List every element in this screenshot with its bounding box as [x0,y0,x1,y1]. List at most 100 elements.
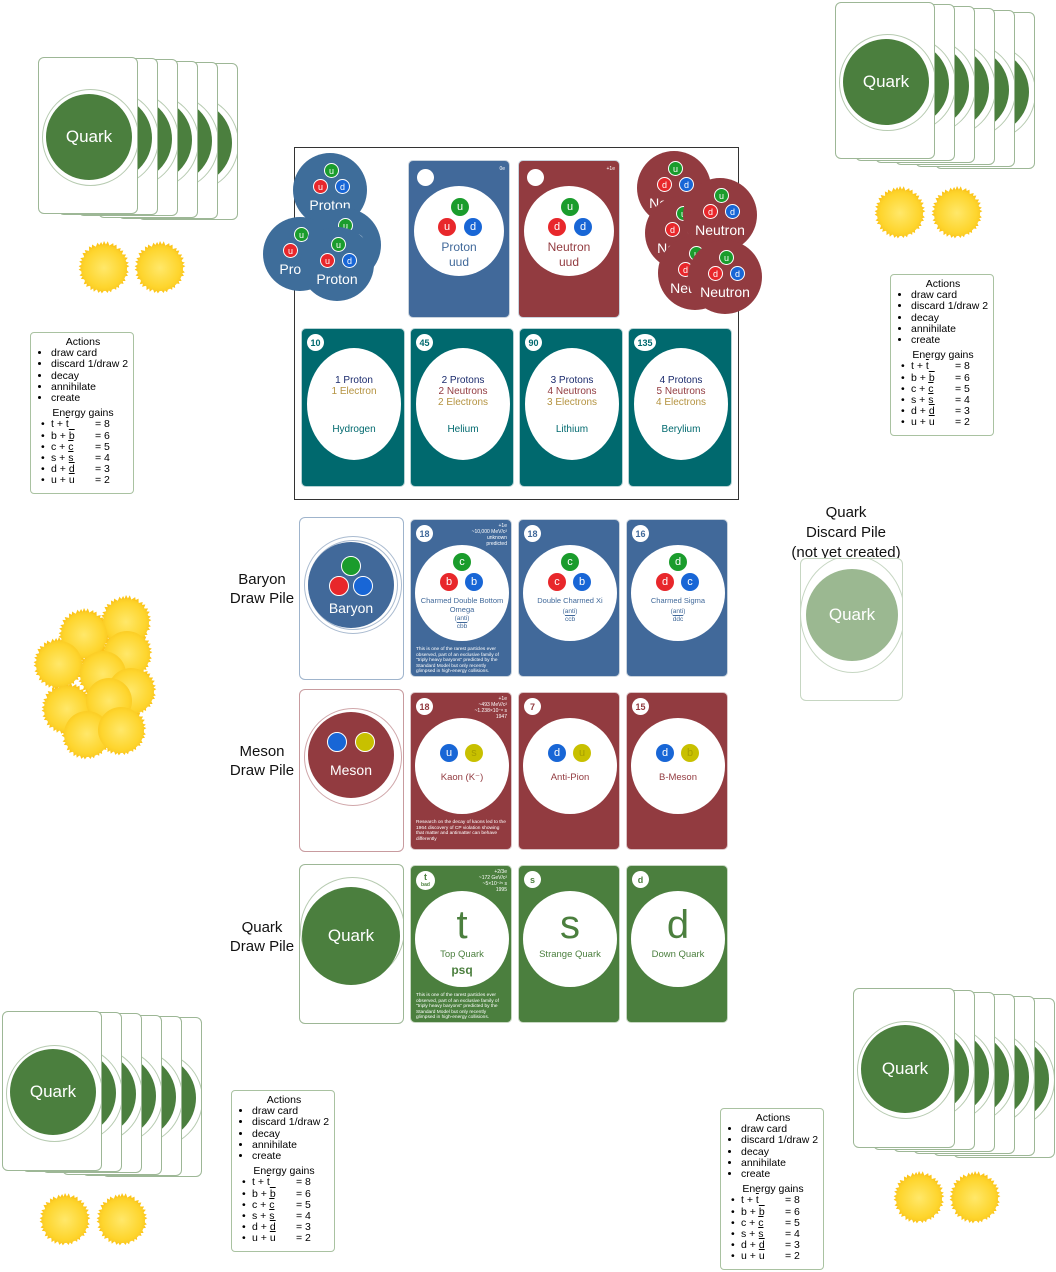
atom-card[interactable]: 90 3 Protons 4 Neutrons 3 Electrons Lithium [519,328,623,487]
energy-sun-icon [137,245,183,291]
actions-title: Actions [925,278,961,290]
atom-composition-line: 2 Electrons [437,397,489,408]
quark-symbol: s [560,903,580,947]
quark-discard-pile[interactable]: Quark [800,558,903,701]
gain-antiquark: u [928,416,935,429]
actions-list: draw carddiscard 1/draw 2decayannihilate… [897,289,989,346]
card-number-badge [417,169,434,186]
quark-dot: s [465,744,483,762]
energy-gain-row: • s + s = 4 [727,1228,819,1241]
gain-pair: u + u [741,1251,785,1262]
atom-name: Hydrogen [332,424,376,435]
nucleon-card[interactable]: 0e u u d Proton uud [408,160,510,318]
gain-antiquark: u [269,1232,276,1245]
baryon-draw-pile[interactable]: Baryon [299,517,404,680]
baryon-card[interactable]: 18 c c b Double Charmed Xi (anti) ccb [518,519,620,677]
gain-antiquark: u [68,474,75,487]
gain-quark: t + [741,1194,756,1207]
quark-card-back[interactable]: Quark [835,2,935,159]
action-item: annihilate [252,1139,330,1151]
quark-card-back[interactable]: Quark [2,1011,102,1171]
quark-dot: d [703,204,718,219]
card-back-label: Quark [29,1082,77,1101]
bullet: • [901,371,905,384]
action-item: discard 1/draw 2 [741,1135,819,1146]
gain-quark: t + [911,360,926,373]
quark-dot: u [719,250,734,265]
quark-dot: c [681,573,699,591]
gain-pair: d + d [911,406,955,417]
gain-value: = 8 [95,418,110,431]
quark-draw-pile[interactable]: Quark [299,864,404,1024]
bullet: • [731,1205,735,1218]
gain-pair: d + d [51,464,95,475]
bullet: • [731,1194,735,1207]
nucleon-card[interactable]: +1e u d d Neutron uud [518,160,620,318]
meson-card[interactable]: 7 d u Anti-Pion [518,692,620,850]
energy-gain-row: • t + t = 8 [897,361,989,372]
quark-card[interactable]: d d Down Quark [626,865,728,1023]
bullet: • [242,1176,246,1189]
gain-value: = 2 [95,474,110,487]
quark-name: Down Quark [651,949,705,960]
gain-value: = 6 [296,1187,311,1200]
energy-gain-row: • d + d = 3 [727,1240,819,1251]
baryon-pile-label: Baryon Draw Pile [229,571,295,607]
meson-card[interactable]: 18 +1e ~493 MeV/c² ~1.238×10⁻⁸ s 1947 u s Kaon … [410,692,512,850]
card-back-label: Quark [881,1058,929,1078]
meson-name: B-Meson [658,772,697,783]
gain-antiquark: c [68,440,74,453]
meson-draw-pile[interactable]: Meson [299,689,404,852]
particle-info: +1e ~10,000 MeV/c² unknown predicted [472,523,507,547]
atom-card[interactable]: 135 4 Protons 5 Neutrons 4 Electrons Beryliu… [628,328,732,487]
quark-dot: d [656,573,674,591]
gain-quark: b + [911,371,929,384]
quark-dot: u [440,744,458,762]
charge: 0e [499,166,505,172]
gain-value: = 8 [296,1176,311,1189]
gain-antiquark: d [758,1239,765,1252]
meson-card[interactable]: 15 d b B-Meson [626,692,728,850]
gain-value: = 4 [785,1228,800,1241]
actions-list: draw carddiscard 1/draw 2decayannihilate… [727,1123,819,1180]
gain-quark: t + [252,1176,267,1189]
bullet: • [901,416,905,429]
quark-card-back[interactable]: Quark [853,988,955,1148]
nucleon-name: Proton [441,240,477,254]
action-item: annihilate [741,1157,819,1169]
nucleon-name: Neutron [547,240,591,254]
gain-quark: u + [911,416,929,429]
quark-card[interactable]: s s Strange Quark [518,865,620,1023]
gain-antiquark: s [68,452,74,465]
corner-quark: s [529,874,535,885]
card-circle: t Top Quark psq [415,891,509,987]
atom-card[interactable]: 45 2 Protons 2 Neutrons 2 Electrons Helium [410,328,514,487]
quark-card-back[interactable]: Quark [38,57,138,214]
gain-pair: t + t [252,1177,296,1188]
gain-value: = 2 [296,1232,311,1245]
gain-quark: d + [51,463,69,476]
gain-quark: c + [51,440,69,453]
gain-value: = 5 [955,382,970,395]
discard-pile-label: Quark Discard Pile (not yet created) [791,504,901,561]
atom-card[interactable]: 10 1 Proton 1 Electron Hydrogen [301,328,405,487]
quark-dot: u [324,163,339,178]
energy-gains-title: Energy gains [912,349,974,362]
token-label: Neutron [700,284,750,300]
quark-card[interactable]: t bad +2/3e ~172 GeV/c² ~5×10⁻²⁵ s 1995 t Top Q… [410,865,512,1023]
baryon-card[interactable]: 18 +1e ~10,000 MeV/c² unknown predicted c b b Ch… [410,519,512,677]
energy-gain-row: • s + s = 4 [897,394,989,406]
gain-pair: b + b [911,371,955,384]
card-description: This is one of the rarest particles ever… [416,993,499,1020]
quark-dot: d [657,177,672,192]
gain-pair: c + c [252,1199,296,1211]
energy-gain-row: • d + d = 3 [37,464,129,475]
energy-gains-title: Energy gains [742,1183,804,1196]
baryon-card[interactable]: 16 d d c Charmed Sigma (anti) ddc [626,519,728,677]
gain-value: = 4 [95,452,110,465]
gain-value: = 2 [785,1250,800,1263]
actions-panel-left: Actionsdraw carddiscard 1/draw 2decayann… [30,332,134,494]
gain-pair: c + c [911,383,955,395]
